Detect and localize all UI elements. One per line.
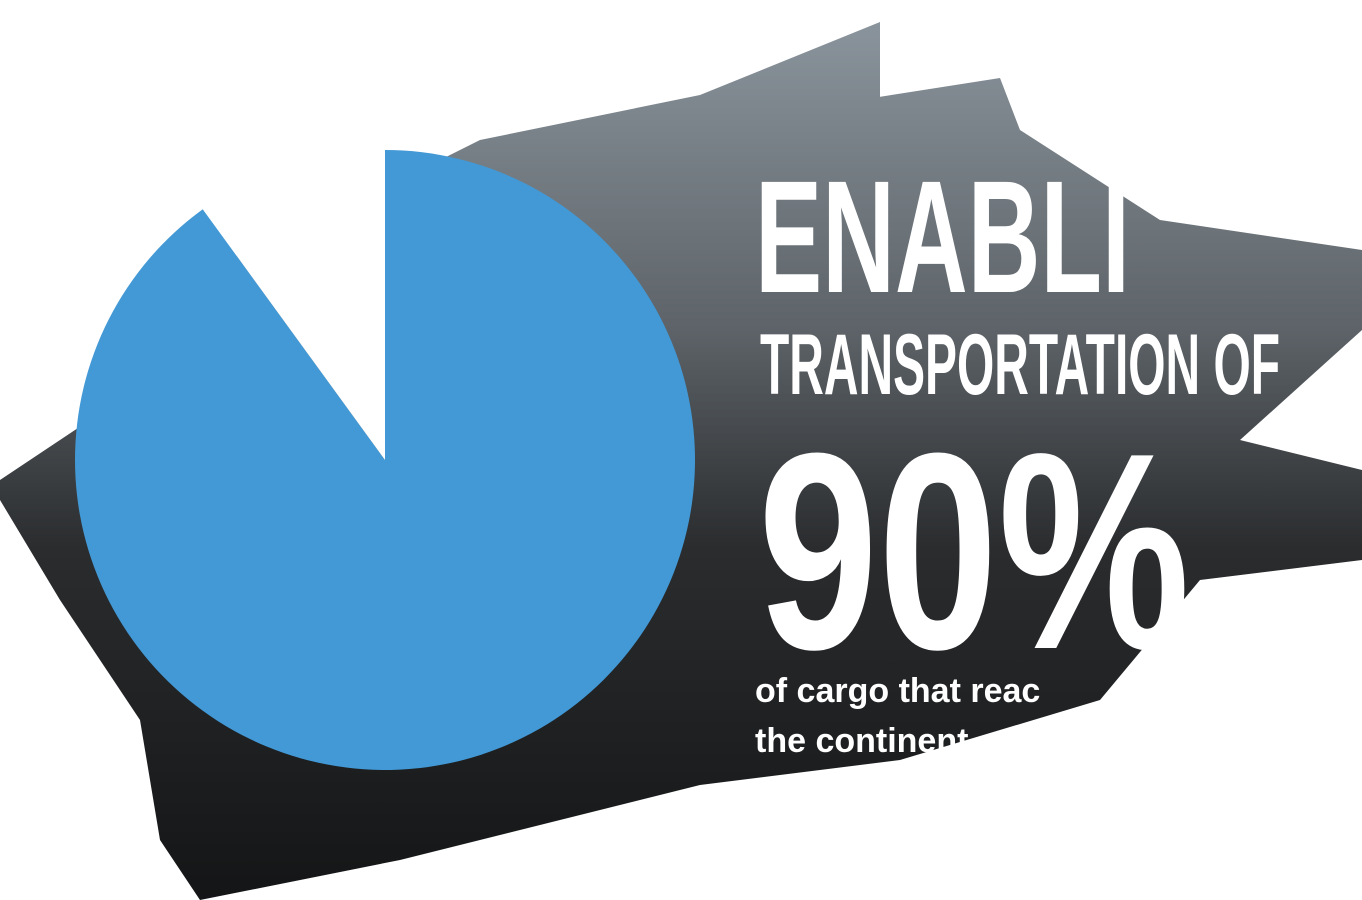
value-label: 90% [758,396,1190,708]
annotation: the continent [755,722,968,760]
page: {"chart_data": {"type": "pie", "title": … [0,0,1362,900]
chart: ENABLI TRANSPORTATION OF 90% of cargo th… [0,0,1362,900]
annotation: of cargo that reac [755,672,1040,710]
pie [75,150,695,770]
title: ENABLI [755,147,1130,326]
